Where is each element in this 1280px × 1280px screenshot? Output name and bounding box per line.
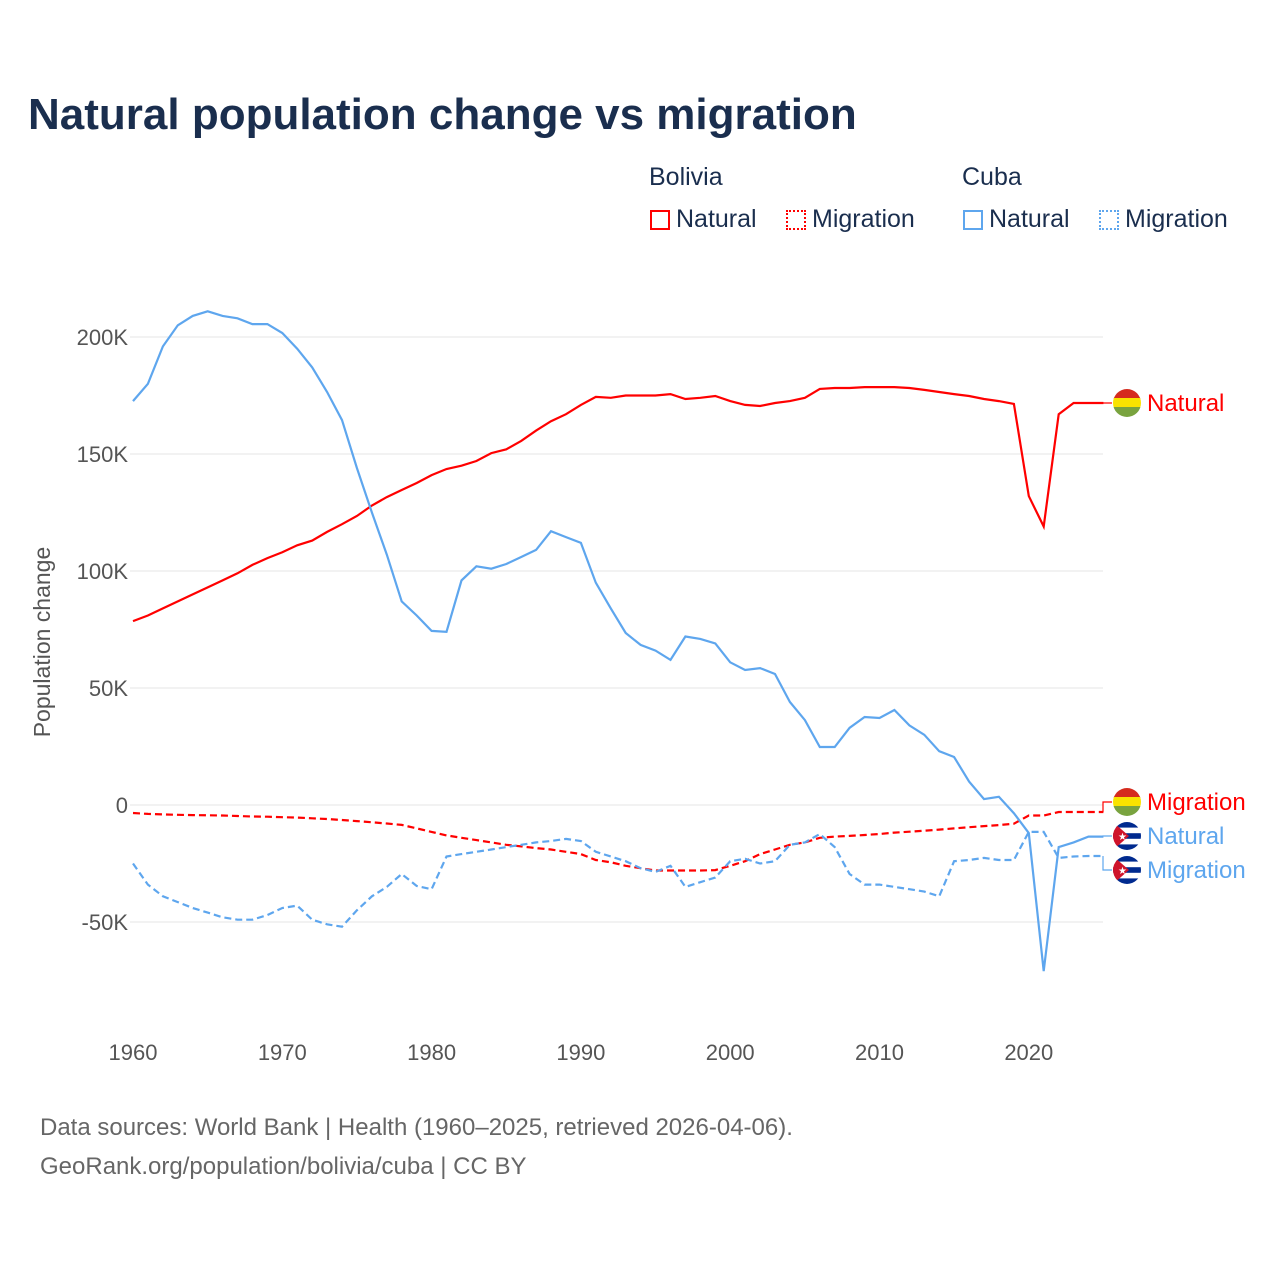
dotted-swatch-icon — [1099, 210, 1119, 230]
y-tick-label: 100K — [77, 559, 129, 584]
bolivia-flag-icon — [1113, 788, 1141, 816]
legend-label: Natural — [989, 205, 1070, 233]
chart-title: Natural population change vs migration — [28, 90, 857, 139]
label-connector — [1102, 801, 1112, 813]
series-line-bolivia-migration — [132, 810, 1104, 872]
y-tick-label: -50K — [82, 910, 129, 935]
legend-label: Natural — [676, 205, 757, 233]
legend-group-cuba: Cuba — [962, 163, 1022, 191]
legend-cuba-natural[interactable]: Natural — [963, 205, 1070, 234]
x-tick-label: 1970 — [258, 1040, 307, 1065]
source-link[interactable]: GeoRank.org/population/bolivia/cuba | CC… — [40, 1153, 527, 1180]
legend-cuba-migration[interactable]: Migration — [1099, 205, 1228, 234]
x-tick-label: 1960 — [109, 1040, 158, 1065]
series-end-label: Natural — [1147, 390, 1224, 417]
legend-label: Migration — [812, 205, 915, 233]
series-line-cuba-migration — [132, 830, 1104, 928]
series-end-label: Natural — [1147, 823, 1224, 850]
y-tick-label: 50K — [89, 676, 128, 701]
data-source: Data sources: World Bank | Health (1960–… — [40, 1114, 793, 1141]
footer: Data sources: World Bank | Health (1960–… — [40, 1108, 793, 1186]
dotted-swatch-icon — [786, 210, 806, 230]
bolivia-flag-icon — [1113, 389, 1141, 417]
y-axis-label: Population change — [29, 547, 55, 738]
x-tick-label: 1990 — [556, 1040, 605, 1065]
solid-swatch-icon — [650, 210, 670, 230]
x-tick-label: 2010 — [855, 1040, 904, 1065]
solid-swatch-icon — [963, 210, 983, 230]
x-tick-label: 1980 — [407, 1040, 456, 1065]
legend-bolivia-natural[interactable]: Natural — [650, 205, 757, 234]
y-tick-label: 0 — [116, 793, 128, 818]
x-tick-label: 2000 — [706, 1040, 755, 1065]
x-tick-label: 2020 — [1004, 1040, 1053, 1065]
legend-label: Migration — [1125, 205, 1228, 233]
y-tick-label: 200K — [77, 325, 129, 350]
legend-group-bolivia: Bolivia — [649, 163, 723, 191]
series-line-cuba-natural — [132, 310, 1104, 972]
label-connector — [1102, 856, 1112, 871]
legend-bolivia-migration[interactable]: Migration — [786, 205, 915, 234]
series-end-label: Migration — [1147, 857, 1246, 884]
label-connector — [1102, 835, 1112, 837]
y-tick-label: 150K — [77, 442, 129, 467]
cuba-flag-icon — [1113, 856, 1141, 884]
cuba-flag-icon — [1113, 822, 1141, 850]
series-end-label: Migration — [1147, 789, 1246, 816]
series-line-bolivia-natural — [132, 386, 1104, 623]
